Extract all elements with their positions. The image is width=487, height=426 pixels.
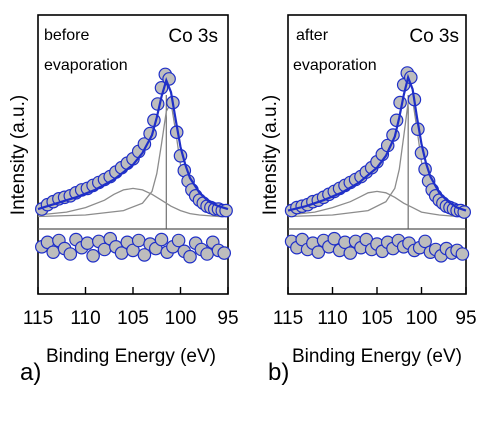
residual-point — [311, 245, 326, 259]
x-tick-label: 105 — [361, 308, 393, 329]
x-tick-label: 115 — [273, 308, 303, 329]
annotation-line-2-b: evaporation — [293, 57, 377, 74]
residual-point — [46, 245, 60, 259]
residual-point — [171, 233, 186, 248]
residual-point — [183, 249, 197, 264]
x-tick-label: 100 — [406, 308, 438, 329]
residual-point — [131, 233, 146, 248]
title-a: Co 3s — [168, 26, 218, 47]
x-tick-label: 105 — [117, 308, 149, 329]
panel-b: after evaporation Co 3s 115 110 105 100 95 B… — [268, 14, 477, 386]
residual-point — [137, 248, 152, 262]
panel-label-b: b) — [268, 359, 289, 386]
y-axis-label-b: Intensity (a.u.) — [260, 95, 281, 215]
panel-label-a: a) — [20, 359, 41, 386]
plot-area-b — [284, 66, 471, 263]
residual-point — [63, 247, 78, 261]
residual-point — [343, 246, 358, 260]
residual-point — [80, 236, 95, 250]
annotation-line-1-a: before — [44, 27, 89, 44]
x-tick-label: 100 — [165, 308, 197, 329]
residual-point — [200, 247, 214, 261]
residual-point — [455, 247, 470, 261]
residual-point — [154, 232, 169, 247]
residual-point — [217, 246, 231, 260]
residual-point — [86, 249, 100, 263]
x-tick-label: 95 — [217, 308, 238, 329]
x-axis-label-a: Binding Energy (eV) — [46, 346, 216, 367]
data-point — [150, 97, 165, 111]
x-ticks-a: 115 110 105 100 95 — [23, 287, 239, 329]
x-tick-label: 95 — [455, 308, 476, 329]
x-tick-label: 115 — [23, 308, 53, 329]
y-axis-label-a: Intensity (a.u.) — [8, 95, 29, 215]
residual-point — [418, 234, 432, 249]
annotation-line-1-b: after — [296, 27, 329, 44]
x-axis-label-b: Binding Energy (eV) — [292, 346, 462, 367]
fit-component-1-line — [37, 187, 228, 218]
fit-envelope-line — [37, 77, 229, 211]
x-ticks-b: 115 110 105 100 95 — [273, 287, 477, 329]
x-tick-label: 110 — [70, 308, 100, 329]
annotation-line-2-a: evaporation — [44, 57, 128, 74]
data-point — [393, 95, 407, 110]
x-tick-label: 110 — [317, 308, 347, 329]
plot-area-a — [34, 67, 233, 264]
title-b: Co 3s — [409, 26, 459, 47]
fit-envelope-line — [287, 73, 467, 212]
panel-a: before evaporation Co 3s 115 110 105 100 95 … — [20, 14, 239, 386]
